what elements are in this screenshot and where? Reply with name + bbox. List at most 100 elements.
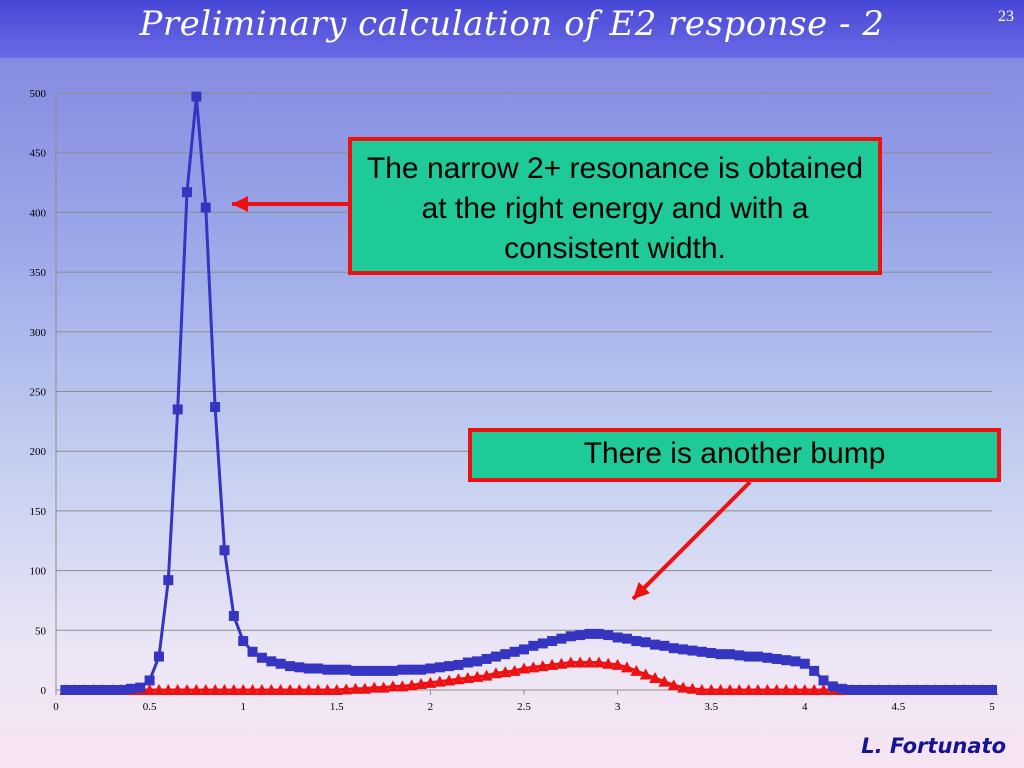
data-point-triangle [237,684,250,695]
data-point-triangle [293,684,306,695]
y-tick-label: 50 [35,625,47,637]
data-point-triangle [162,684,175,695]
data-point-triangle [461,672,474,684]
data-point-square [472,656,483,667]
data-point-triangle [218,684,231,695]
data-point-triangle [321,684,334,695]
data-point-triangle [255,684,268,695]
data-point-triangle [386,680,399,692]
data-point-square [313,663,324,674]
y-tick-label: 250 [30,387,47,399]
data-point-square [387,665,398,676]
data-point-triangle [209,684,222,695]
data-point-square [706,647,717,658]
data-point-triangle [415,678,428,690]
data-point-triangle [592,656,605,668]
data-point-square [406,664,417,675]
data-point-square [771,653,782,664]
x-tick-label: 1 [240,701,246,713]
data-point-square [659,640,670,651]
arrow-to-peak-head [232,196,248,212]
data-point-triangle [152,684,165,695]
y-tick-label: 150 [30,506,47,518]
data-point-triangle [143,684,156,695]
data-point-triangle [639,668,652,680]
data-point-square [837,683,848,694]
data-point-square [359,665,370,676]
data-point-square [519,644,529,655]
x-tick-label: 0.5 [143,701,157,713]
data-point-triangle [368,681,381,693]
data-point-square [341,664,352,675]
x-tick-label: 3 [615,701,621,713]
data-point-square [977,685,988,695]
data-point-triangle [302,684,315,695]
data-point-square [621,633,632,644]
data-point-square [940,685,951,695]
data-point-triangle [246,684,259,695]
data-point-triangle [265,684,278,695]
data-point-square [762,652,773,663]
data-point-triangle [546,658,559,670]
data-point-triangle [742,684,755,695]
data-point-triangle [471,670,484,682]
data-point-triangle [405,679,418,691]
data-point-square [884,685,895,695]
data-point-square [163,575,174,586]
data-point-square [238,636,249,647]
data-point-square [500,649,511,660]
data-point-square [650,639,661,650]
data-point-square [200,202,211,213]
data-point-triangle [181,684,194,695]
data-point-square [135,682,146,693]
data-point-triangle [770,684,783,695]
data-point-square [444,661,455,672]
data-point-square [547,636,558,647]
data-point-square [490,651,501,662]
data-point-triangle [536,660,549,672]
data-point-square [219,545,230,556]
data-point-square [603,630,614,641]
data-point-triangle [649,672,662,684]
data-point-square [331,664,342,675]
data-point-square [369,665,380,676]
data-point-triangle [452,673,465,685]
data-point-square [528,640,539,651]
data-point-square [285,661,295,672]
data-point-square [612,632,623,643]
data-point-square [462,657,473,668]
data-point-triangle [658,675,671,687]
data-point-triangle [695,684,708,695]
data-point-square [958,685,969,695]
data-point-square [575,630,586,641]
x-tick-label: 0 [53,701,59,713]
data-point-square [172,404,183,415]
data-point-triangle [312,684,325,695]
data-point-square [865,685,876,695]
data-point-triangle [171,684,184,695]
data-point-square [228,610,239,621]
data-point-square [593,628,604,639]
data-point-square [378,665,389,676]
y-tick-label: 350 [30,267,47,279]
data-point-square [509,646,520,657]
y-tick-label: 200 [30,446,47,458]
data-point-square [97,685,108,695]
data-point-square [846,685,857,695]
data-point-square [247,646,258,657]
data-point-triangle [274,684,287,695]
data-point-square [818,675,829,686]
data-point-square [191,91,202,102]
data-point-square [893,685,904,695]
data-point-triangle [798,684,811,695]
callout-narrow-resonance: The narrow 2+ resonance is obtained at t… [348,137,882,275]
data-point-square [266,656,277,667]
data-point-square [537,638,548,649]
data-point-square [107,685,118,695]
data-point-triangle [602,657,615,669]
data-point-triangle [480,669,493,681]
slide-number: 23 [998,8,1014,25]
data-point-triangle [489,667,502,679]
data-point-square [116,685,127,695]
data-point-square [753,651,763,662]
